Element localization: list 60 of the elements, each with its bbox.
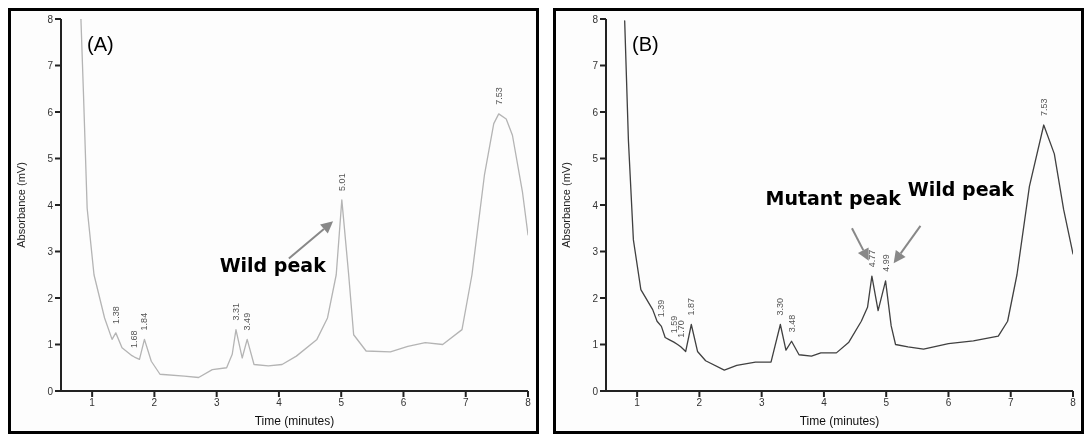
annotation: 7.53 bbox=[493, 87, 504, 105]
x-tick-label: 4 bbox=[821, 397, 828, 409]
x-tick-label: 1 bbox=[89, 397, 96, 409]
x-tick-label: 7 bbox=[1007, 397, 1014, 409]
annotation: 1.39 bbox=[656, 299, 667, 318]
y-tick-label: 6 bbox=[592, 106, 599, 118]
y-tick-label: 1 bbox=[592, 339, 599, 351]
y-tick-label: 1 bbox=[47, 339, 54, 351]
y-tick-label: 8 bbox=[47, 13, 54, 25]
annotation: 1.59 bbox=[668, 315, 679, 334]
line-series bbox=[624, 20, 1073, 371]
x-tick-label: 5 bbox=[338, 397, 345, 409]
line-series bbox=[80, 19, 528, 379]
annotation: 1.38 bbox=[110, 306, 121, 324]
x-tick-label: 1 bbox=[634, 397, 641, 409]
annotation: Wild peak bbox=[219, 254, 327, 277]
y-tick-label: 0 bbox=[47, 385, 54, 397]
annotation: Wild peak bbox=[907, 177, 1015, 200]
x-tick-label: 6 bbox=[945, 397, 952, 409]
x-tick-label: 6 bbox=[400, 397, 407, 409]
annotation: 3.49 bbox=[242, 312, 253, 331]
x-tick-label: 5 bbox=[883, 397, 890, 409]
annotation: 1.68 bbox=[129, 330, 140, 349]
y-tick-label: 4 bbox=[592, 199, 599, 211]
annotation: 3.48 bbox=[786, 314, 797, 333]
y-tick-label: 6 bbox=[47, 106, 54, 118]
y-tick-label: 2 bbox=[592, 292, 599, 304]
x-tick-label: 8 bbox=[525, 397, 532, 409]
x-tick-label: 8 bbox=[1070, 397, 1077, 409]
x-axis-title: Time (minutes) bbox=[254, 414, 335, 428]
annotation: 7.53 bbox=[1038, 98, 1049, 117]
y-tick-label: 5 bbox=[592, 153, 599, 165]
annotation: Mutant peak bbox=[765, 187, 902, 209]
x-tick-label: 3 bbox=[758, 397, 765, 409]
annotation: 4.77 bbox=[866, 249, 877, 268]
y-axis-title: Absorbance (mV) bbox=[559, 162, 572, 248]
text: (B) bbox=[632, 33, 659, 55]
y-tick-label: 4 bbox=[47, 199, 54, 211]
x-axis-title: Time (minutes) bbox=[799, 414, 880, 428]
annotation: 3.30 bbox=[775, 297, 786, 316]
y-tick-label: 7 bbox=[592, 60, 599, 72]
y-tick-label: 7 bbox=[47, 60, 54, 72]
annotation: 4.99 bbox=[880, 254, 891, 272]
x-tick-label: 2 bbox=[696, 397, 703, 409]
x-tick-label: 4 bbox=[276, 397, 283, 409]
y-tick-label: 2 bbox=[47, 292, 54, 304]
x-tick-label: 3 bbox=[213, 397, 220, 409]
y-axis-title: Absorbance (mV) bbox=[14, 162, 27, 248]
y-tick-label: 5 bbox=[47, 153, 54, 165]
annotation: 3.31 bbox=[230, 303, 241, 321]
text: (A) bbox=[87, 33, 114, 55]
x-tick-label: 2 bbox=[151, 397, 158, 409]
x-tick-label: 7 bbox=[462, 397, 469, 409]
y-tick-label: 3 bbox=[592, 246, 599, 258]
annotation: 5.01 bbox=[336, 173, 347, 191]
y-tick-label: 0 bbox=[592, 385, 599, 397]
y-tick-label: 8 bbox=[592, 13, 599, 25]
annotation: 1.87 bbox=[686, 297, 697, 316]
annotation: 1.84 bbox=[139, 312, 150, 331]
y-tick-label: 3 bbox=[47, 246, 54, 258]
